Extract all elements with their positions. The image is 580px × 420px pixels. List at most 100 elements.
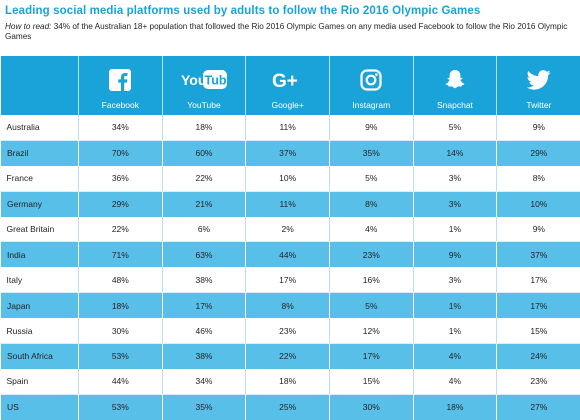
page-title: Leading social media platforms used by a…: [5, 5, 480, 17]
value-cell-twitter: 27%: [497, 394, 580, 419]
google-plus-icon-text: G+: [272, 71, 298, 91]
value-cell-snapchat: 4%: [413, 344, 497, 369]
value-cell-youtube: 63%: [162, 242, 246, 267]
platform-label: Instagram: [330, 100, 413, 110]
value-cell-youtube: 38%: [162, 267, 246, 292]
value-cell-google: 22%: [246, 344, 330, 369]
value-cell-twitter: 17%: [497, 293, 580, 318]
country-cell: Great Britain: [1, 217, 79, 242]
instagram-icon: [360, 69, 382, 91]
value-cell-snapchat: 3%: [413, 267, 497, 292]
country-cell: Germany: [1, 191, 79, 216]
value-cell-facebook: 48%: [79, 267, 163, 292]
value-cell-facebook: 22%: [79, 217, 163, 242]
country-cell: Spain: [1, 369, 79, 394]
value-cell-instagram: 4%: [329, 217, 413, 242]
value-cell-twitter: 29%: [497, 140, 580, 165]
header-country-cell: [1, 56, 79, 115]
value-cell-facebook: 36%: [79, 166, 163, 191]
value-cell-twitter: 17%: [497, 267, 580, 292]
value-cell-instagram: 17%: [329, 344, 413, 369]
twitter-icon: [527, 70, 551, 90]
value-cell-twitter: 10%: [497, 191, 580, 216]
header-facebook: Facebook: [79, 56, 163, 115]
value-cell-facebook: 71%: [79, 242, 163, 267]
country-cell: Japan: [1, 293, 79, 318]
how-to-read-text: 34% of the Australian 18+ population tha…: [5, 22, 567, 41]
table-header-row: Facebook You Tube YouTube: [1, 56, 580, 115]
how-to-read-note: How to read: 34% of the Australian 18+ p…: [5, 22, 575, 42]
how-to-read-label: How to read:: [5, 22, 51, 31]
country-cell: France: [1, 166, 79, 191]
value-cell-snapchat: 14%: [413, 140, 497, 165]
platform-label: Google+: [246, 100, 329, 110]
value-cell-google: 37%: [246, 140, 330, 165]
country-cell: US: [1, 394, 79, 419]
header-twitter: Twitter: [497, 56, 580, 115]
value-cell-youtube: 17%: [162, 293, 246, 318]
value-cell-facebook: 53%: [79, 344, 163, 369]
value-cell-google: 17%: [246, 267, 330, 292]
value-cell-instagram: 23%: [329, 242, 413, 267]
value-cell-youtube: 21%: [162, 191, 246, 216]
value-cell-youtube: 34%: [162, 369, 246, 394]
value-cell-snapchat: 1%: [413, 217, 497, 242]
value-cell-snapchat: 1%: [413, 318, 497, 343]
value-cell-instagram: 12%: [329, 318, 413, 343]
google-plus-icon: G+: [271, 69, 305, 91]
country-cell: Italy: [1, 267, 79, 292]
value-cell-instagram: 9%: [329, 115, 413, 140]
value-cell-google: 11%: [246, 191, 330, 216]
value-cell-twitter: 37%: [497, 242, 580, 267]
country-cell: Russia: [1, 318, 79, 343]
country-cell: South Africa: [1, 344, 79, 369]
platform-label: YouTube: [163, 100, 246, 110]
value-cell-youtube: 6%: [162, 217, 246, 242]
value-cell-snapchat: 9%: [413, 242, 497, 267]
value-cell-facebook: 44%: [79, 369, 163, 394]
country-cell: India: [1, 242, 79, 267]
value-cell-instagram: 30%: [329, 394, 413, 419]
value-cell-facebook: 30%: [79, 318, 163, 343]
value-cell-google: 11%: [246, 115, 330, 140]
value-cell-snapchat: 1%: [413, 293, 497, 318]
value-cell-facebook: 29%: [79, 191, 163, 216]
youtube-icon-text-b: Tube: [204, 74, 227, 88]
value-cell-facebook: 34%: [79, 115, 163, 140]
value-cell-google: 10%: [246, 166, 330, 191]
value-cell-google: 25%: [246, 394, 330, 419]
value-cell-twitter: 9%: [497, 217, 580, 242]
header-instagram: Instagram: [329, 56, 413, 115]
value-cell-youtube: 35%: [162, 394, 246, 419]
youtube-icon: You Tube: [181, 69, 227, 91]
header-youtube: You Tube YouTube: [162, 56, 246, 115]
value-cell-facebook: 70%: [79, 140, 163, 165]
platform-label: Facebook: [79, 100, 162, 110]
value-cell-instagram: 5%: [329, 293, 413, 318]
value-cell-instagram: 35%: [329, 140, 413, 165]
value-cell-snapchat: 4%: [413, 369, 497, 394]
value-cell-instagram: 5%: [329, 166, 413, 191]
country-cell: Australia: [1, 115, 79, 140]
value-cell-twitter: 8%: [497, 166, 580, 191]
platform-label: Snapchat: [414, 100, 497, 110]
value-cell-youtube: 60%: [162, 140, 246, 165]
value-cell-facebook: 53%: [79, 394, 163, 419]
value-cell-google: 23%: [246, 318, 330, 343]
header-snapchat: Snapchat: [413, 56, 497, 115]
value-cell-snapchat: 18%: [413, 394, 497, 419]
value-cell-google: 44%: [246, 242, 330, 267]
facebook-icon: [109, 69, 131, 91]
value-cell-snapchat: 5%: [413, 115, 497, 140]
value-cell-twitter: 24%: [497, 344, 580, 369]
value-cell-snapchat: 3%: [413, 166, 497, 191]
value-cell-snapchat: 3%: [413, 191, 497, 216]
